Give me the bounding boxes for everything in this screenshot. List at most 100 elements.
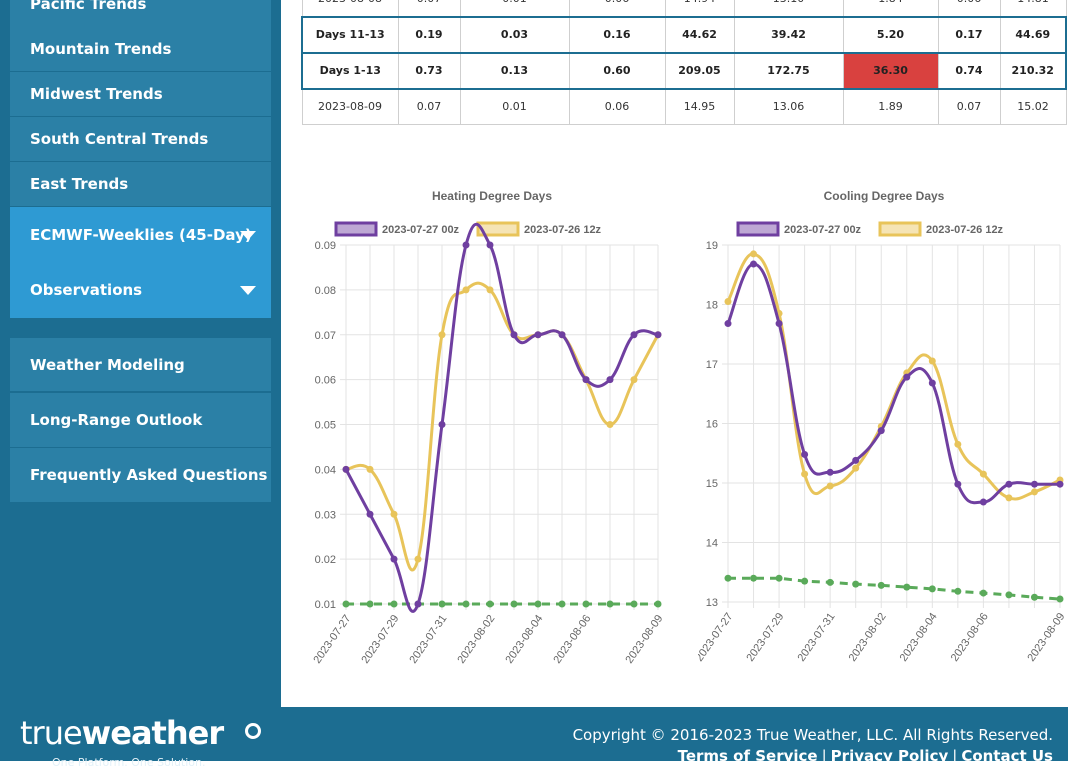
data-point xyxy=(750,260,758,268)
data-point xyxy=(342,465,350,473)
table-cell: 5.20 xyxy=(842,15,939,54)
data-point xyxy=(877,581,885,589)
privacy-policy-link[interactable]: Privacy Policy xyxy=(830,747,949,765)
data-point xyxy=(462,600,470,608)
footer: trueweather One Platform. One Solution. … xyxy=(0,707,1068,769)
data-point xyxy=(801,470,809,478)
sidebar-item-label: Long-Range Outlook xyxy=(30,411,203,429)
data-point xyxy=(558,331,566,339)
data-point xyxy=(414,555,422,563)
table-row: Days 1-13 0.73 0.13 0.60 209.05 172.75 36.30 0.… xyxy=(301,51,1067,90)
table-cell: 210.32 xyxy=(999,51,1067,90)
sidebar-item-label: Midwest Trends xyxy=(30,85,163,103)
caret-down-icon xyxy=(240,230,256,240)
table-cell: 0.06 xyxy=(937,0,1001,17)
data-point xyxy=(954,480,962,488)
sidebar: Pacific Trends Mountain Trends Midwest Tre… xyxy=(0,0,281,707)
sidebar-item-label: South Central Trends xyxy=(30,130,209,148)
data-point xyxy=(414,600,422,608)
sidebar-item-ecmwf-weeklies-45-day[interactable]: ECMWF-Weeklies (45-Day) xyxy=(10,207,271,262)
legend-label: 2023-07-27 00z xyxy=(784,224,862,236)
table-cell: 14.81 xyxy=(999,0,1067,17)
sidebar-item-label: ECMWF-Weeklies (45-Day) xyxy=(30,225,252,244)
sidebar-item-east-trends[interactable]: East Trends xyxy=(10,162,271,206)
heating-degree-days-chart: Heating Degree Days 2023-07-27 00z 2023-07… xyxy=(311,189,665,666)
data-point xyxy=(534,331,542,339)
sidebar-item-long-range-outlook[interactable]: Long-Range Outlook xyxy=(10,393,271,447)
data-point xyxy=(510,331,518,339)
sidebar-item-label: Observations xyxy=(30,281,143,299)
data-point xyxy=(342,600,350,608)
table-cell: 1.84 xyxy=(842,0,939,17)
sidebar-item-label: Weather Modeling xyxy=(30,355,185,374)
table-cell: 0.73 xyxy=(397,51,461,90)
sidebar-item-south-central-trends[interactable]: South Central Trends xyxy=(10,117,271,161)
sidebar-item-mountain-trends[interactable]: Mountain Trends xyxy=(10,27,271,71)
data-point xyxy=(366,510,374,518)
x-tick-label: 2023-07-31 xyxy=(795,611,837,664)
y-tick-label: 16 xyxy=(706,419,718,431)
degree-days-table: 2023-08-080.070.010.0614.9413.101.840.06… xyxy=(301,0,1067,125)
sidebar-item-weather-modeling[interactable]: Weather Modeling xyxy=(10,338,271,391)
table-row: 2023-08-09 0.07 0.01 0.06 14.95 13.06 1.89 0.07… xyxy=(301,88,1067,125)
sidebar-item-midwest-trends[interactable]: Midwest Trends xyxy=(10,72,271,116)
data-point xyxy=(558,600,566,608)
terms-of-service-link[interactable]: Terms of Service xyxy=(677,747,818,765)
data-point xyxy=(582,376,590,384)
data-point xyxy=(630,600,638,608)
data-point xyxy=(826,468,834,476)
data-point xyxy=(1030,480,1038,488)
data-point xyxy=(826,578,834,586)
y-tick-label: 0.09 xyxy=(315,240,336,252)
data-point xyxy=(486,286,494,294)
data-point xyxy=(928,379,936,387)
y-tick-label: 18 xyxy=(706,300,718,312)
data-point xyxy=(979,589,987,597)
data-point xyxy=(852,580,860,588)
table-cell: 2023-08-09 xyxy=(301,88,399,125)
table-cell: 0.06 xyxy=(568,0,666,17)
data-point xyxy=(654,600,662,608)
table-cell: 172.75 xyxy=(733,51,844,90)
data-point xyxy=(928,585,936,593)
y-tick-label: 19 xyxy=(706,240,718,252)
data-point xyxy=(954,440,962,448)
y-tick-label: 0.01 xyxy=(315,599,336,611)
data-point xyxy=(366,465,374,473)
trueweather-logo[interactable]: trueweather xyxy=(20,714,224,752)
table-cell: 1.89 xyxy=(842,88,939,125)
data-point xyxy=(1030,593,1038,601)
data-point xyxy=(724,320,732,328)
legend-label: 2023-07-26 12z xyxy=(524,224,602,236)
data-point xyxy=(582,600,590,608)
data-point xyxy=(724,574,732,582)
table-cell: 36.30 xyxy=(842,51,939,90)
data-point xyxy=(510,600,518,608)
data-point xyxy=(390,510,398,518)
data-point xyxy=(534,600,542,608)
main-content: 2023-08-080.070.010.0614.9413.101.840.06… xyxy=(281,0,1068,707)
y-tick-label: 0.06 xyxy=(315,375,336,387)
data-point xyxy=(979,470,987,478)
table-cell: Days 1-13 xyxy=(301,51,399,90)
data-point xyxy=(630,331,638,339)
data-point xyxy=(775,574,783,582)
x-tick-label: 2023-07-29 xyxy=(744,611,786,664)
data-point xyxy=(1005,494,1013,502)
contact-us-link[interactable]: Contact Us xyxy=(961,747,1053,765)
data-point xyxy=(801,450,809,458)
link-separator: | xyxy=(821,747,827,765)
table-cell: 0.16 xyxy=(568,15,666,54)
table-cell: 0.01 xyxy=(459,88,570,125)
caret-down-icon xyxy=(240,286,256,295)
sidebar-item-frequently-asked-questions[interactable]: Frequently Asked Questions xyxy=(10,448,271,502)
sidebar-item-pacific-trends[interactable]: Pacific Trends xyxy=(10,0,271,27)
data-point xyxy=(606,376,614,384)
legend-swatch xyxy=(736,221,780,237)
data-point xyxy=(724,298,732,306)
sidebar-item-observations[interactable]: Observations xyxy=(10,262,271,318)
x-tick-label: 2023-08-06 xyxy=(949,611,991,664)
data-point xyxy=(826,482,834,490)
data-point xyxy=(1005,480,1013,488)
sidebar-item-label: East Trends xyxy=(30,175,129,193)
